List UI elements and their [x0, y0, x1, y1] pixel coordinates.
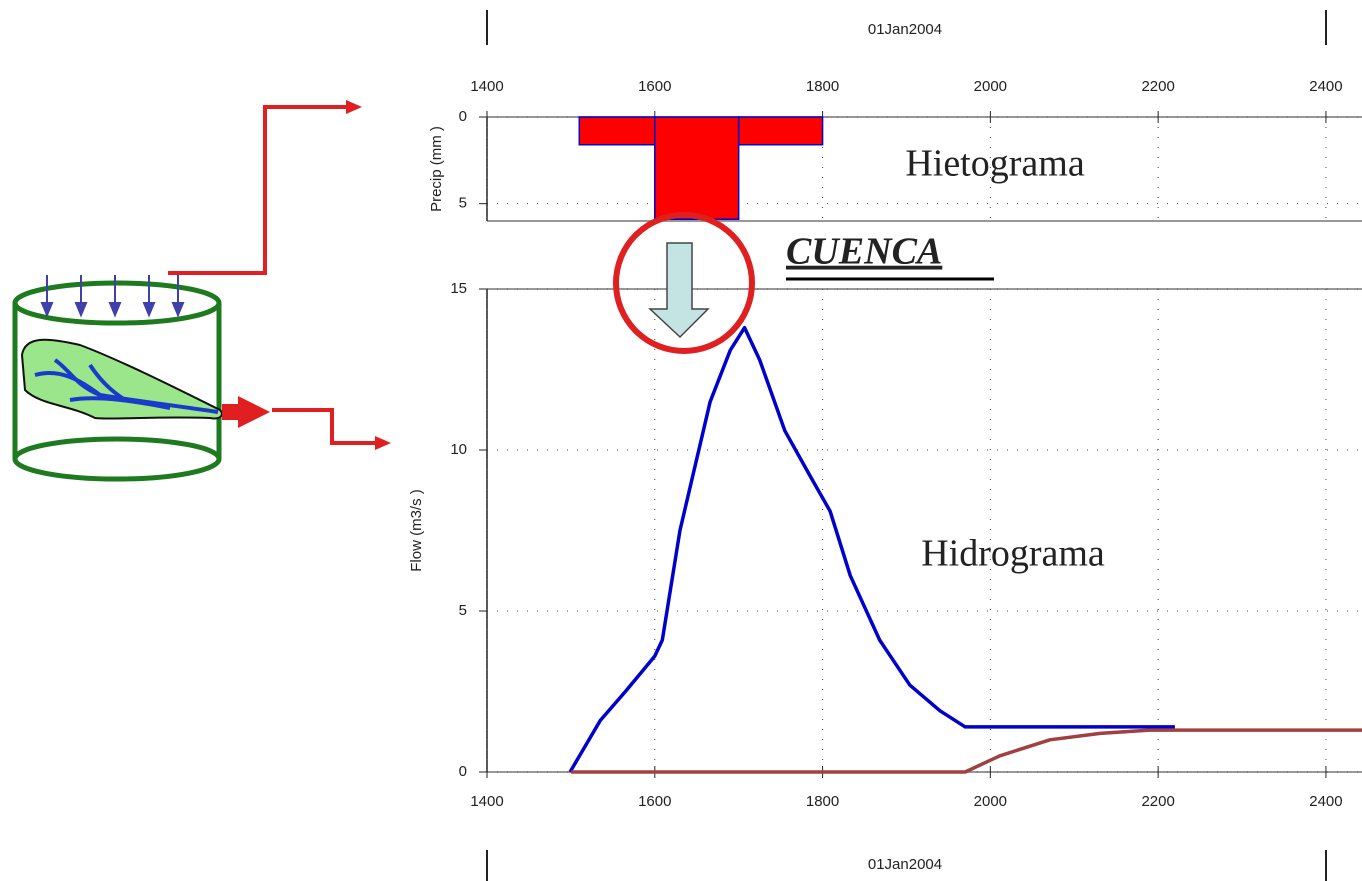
x-tick-label: 2200 [1141, 78, 1174, 95]
bar [739, 117, 823, 145]
x-tick-label: 2400 [1309, 78, 1342, 95]
x-tick-label: 1400 [470, 78, 503, 95]
x-axis-title: 01Jan2004 [868, 856, 942, 873]
y-tick-label: 0 [459, 108, 467, 125]
y-tick-label: 5 [459, 602, 467, 619]
cuenca-label: CUENCA [786, 231, 942, 273]
annotation: Hietograma [905, 143, 1085, 185]
y-tick-label: 10 [450, 441, 467, 458]
y-tick-label: 15 [450, 280, 467, 297]
y-tick-label: 0 [459, 763, 467, 780]
bar [655, 117, 739, 219]
x-tick-label: 2400 [1309, 793, 1342, 810]
x-tick-label: 1600 [638, 78, 671, 95]
flow-line [571, 730, 1362, 772]
x-tick-label: 1600 [638, 793, 671, 810]
bar [579, 117, 655, 145]
x-tick-label: 1400 [470, 793, 503, 810]
annotation: Hidrograma [921, 533, 1105, 575]
x-axis-title: 01Jan2004 [868, 21, 942, 38]
y-axis-title: Flow (m3/s ) [408, 489, 425, 572]
x-tick-label: 2000 [974, 793, 1007, 810]
x-tick-label: 2200 [1141, 793, 1174, 810]
y-axis-title: Precip (mm ) [428, 126, 445, 212]
x-tick-label: 2000 [974, 78, 1007, 95]
x-tick-label: 1800 [806, 793, 839, 810]
basin-diagram [15, 100, 391, 479]
page: 1400 1600 1800 2000 2200 2400 0 5 01Jan2004 Preci… [0, 0, 1362, 881]
x-tick-label: 1800 [806, 78, 839, 95]
y-tick-label: 5 [459, 195, 467, 212]
cuenca-marker: CUENCA [616, 215, 994, 351]
